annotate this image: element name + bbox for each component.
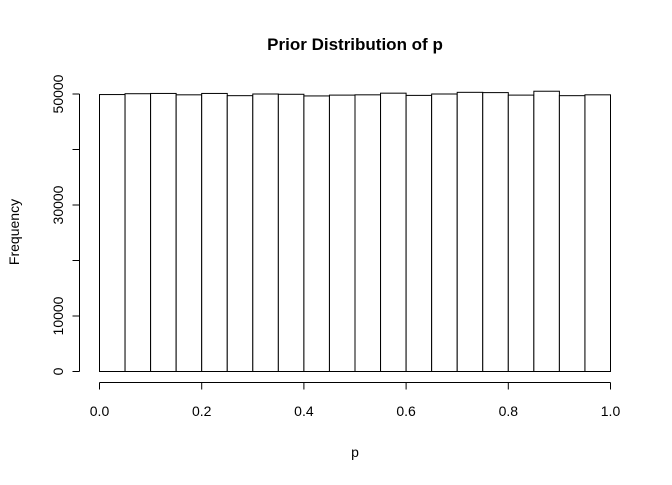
histogram-bar-11 bbox=[380, 92, 407, 372]
y-tick-label-1: 10000 bbox=[50, 296, 66, 335]
x-tick-label-3: 0.6 bbox=[396, 403, 416, 419]
x-tick-label-4: 0.8 bbox=[499, 403, 519, 419]
y-axis-label: Frequency bbox=[6, 199, 22, 265]
histogram-bar-12 bbox=[405, 94, 433, 372]
x-tick-label-2: 0.4 bbox=[294, 403, 314, 419]
histogram-bar-10 bbox=[354, 94, 382, 373]
bars-group bbox=[99, 90, 612, 373]
histogram-bar-8 bbox=[303, 95, 330, 372]
y-tick-label-0: 0 bbox=[50, 367, 66, 375]
x-axis: 0.0 0.2 0.4 0.6 0.8 1.0 bbox=[90, 382, 621, 419]
x-tick-label-1: 0.2 bbox=[192, 403, 212, 419]
histogram-bar-19 bbox=[584, 94, 612, 373]
histogram-bar-9 bbox=[328, 94, 356, 373]
x-tick-label-5: 1.0 bbox=[601, 403, 621, 419]
histogram-bar-0 bbox=[99, 94, 126, 372]
histogram-bar-1 bbox=[124, 93, 152, 372]
histogram-bar-17 bbox=[533, 90, 560, 372]
histogram-bar-4 bbox=[201, 92, 228, 372]
histogram-bar-2 bbox=[150, 92, 177, 372]
histogram-bar-16 bbox=[507, 94, 535, 373]
histogram-bar-14 bbox=[456, 91, 484, 373]
histogram-bar-6 bbox=[252, 93, 279, 372]
x-axis-label: p bbox=[351, 444, 359, 460]
y-tick-label-3: 50000 bbox=[50, 74, 66, 113]
histogram-bar-7 bbox=[277, 93, 305, 372]
histogram-bar-5 bbox=[226, 95, 254, 372]
x-tick-label-0: 0.0 bbox=[90, 403, 110, 419]
histogram-bar-13 bbox=[431, 93, 458, 372]
histogram-bar-3 bbox=[175, 94, 203, 373]
histogram-bar-18 bbox=[558, 95, 586, 372]
y-axis: 0 10000 30000 50000 bbox=[50, 74, 80, 375]
y-tick-label-2: 30000 bbox=[50, 185, 66, 224]
chart-title: Prior Distribution of p bbox=[267, 35, 443, 54]
histogram-bar-15 bbox=[482, 92, 509, 373]
